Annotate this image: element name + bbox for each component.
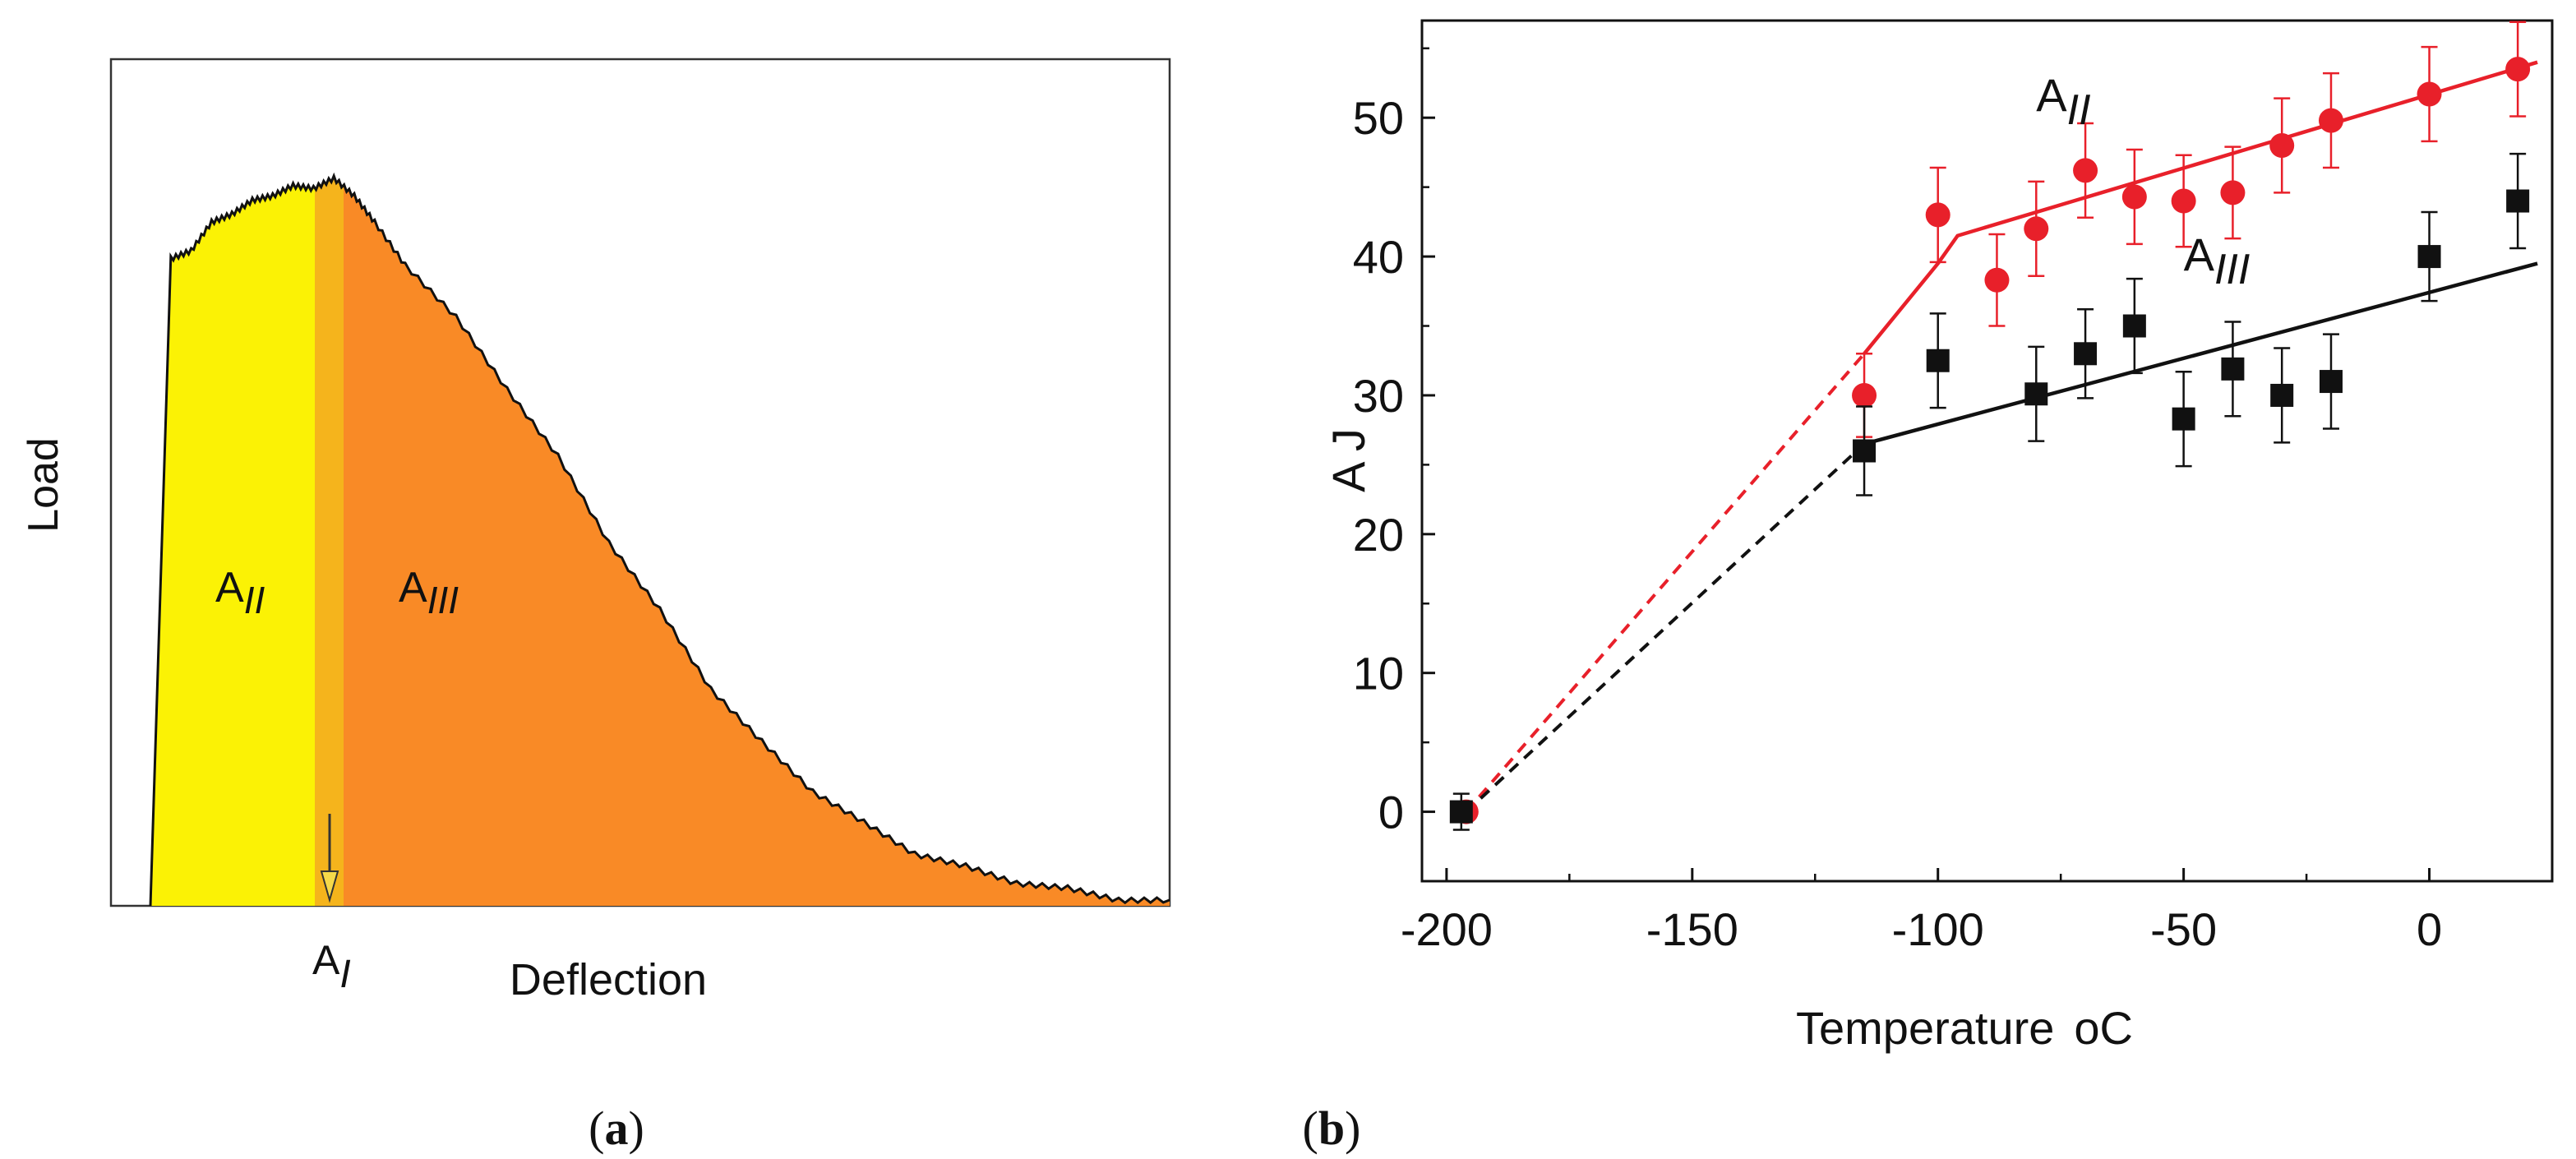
x-axis-label: Temperature oC (1796, 1002, 2133, 1054)
a_ii-point (1984, 267, 2010, 293)
y-tick-label: 40 (1353, 231, 1404, 283)
x-tick-label: -100 (1892, 903, 1984, 955)
x-tick-label: -200 (1401, 903, 1493, 955)
fit-lines (1465, 60, 2538, 814)
a_ii-point (2269, 132, 2295, 158)
a_iii-point (2319, 370, 2343, 394)
a_ii-point (1925, 202, 1950, 228)
label-a-i: AI (312, 937, 351, 996)
a-i-arrow (320, 814, 339, 903)
data-points (1449, 21, 2531, 831)
a_iii-point (2221, 357, 2245, 381)
panel-b: -200 -150 -100 -50 0 0 10 20 30 40 50 AII AIII A J … (1282, 0, 2576, 1159)
x-tick-label: -150 (1646, 903, 1738, 955)
label-a_ii: AII (2036, 69, 2090, 134)
a_iii-point (2270, 383, 2294, 407)
region-a-i (315, 175, 344, 906)
a_ii-point (2073, 158, 2098, 183)
x-axis-label: Deflection (510, 955, 707, 1004)
a_iii-point (1926, 349, 1950, 372)
caption-a: (a) (589, 1101, 644, 1155)
label-a-iii: AIII (399, 564, 459, 621)
y-tick-label: 30 (1353, 370, 1404, 422)
series-labels: AII AIII (2036, 69, 2250, 293)
tick-group: -200 -150 -100 -50 0 0 10 20 30 40 50 (1353, 47, 2442, 955)
y-axis-label: A J (1323, 428, 1374, 492)
a_iii-point (2417, 245, 2441, 269)
load-deflection-chart: Load Deflection AII AIII AI (a) (20, 58, 1171, 1155)
y-tick-label: 20 (1353, 509, 1404, 561)
label-a-ii: AII (215, 564, 265, 621)
x-tick-label: -50 (2150, 903, 2217, 955)
region-a-iii (344, 184, 1170, 906)
a_iii-point (2074, 342, 2098, 366)
panel-a: Load Deflection AII AIII AI (a) (0, 0, 1233, 1159)
a_ii-point (2417, 81, 2442, 107)
a_ii-point (2318, 108, 2343, 133)
a_ii-point (2171, 188, 2196, 214)
a_iii-point (2024, 382, 2048, 406)
a_iii-point (1449, 800, 1473, 824)
caption-b: (b) (1303, 1101, 1361, 1155)
a_iii-point (1853, 439, 1877, 463)
a_ii-point (1852, 382, 1877, 408)
a_ii-point (2121, 184, 2147, 210)
a_ii-fit-dashed (1465, 352, 1866, 813)
y-tick-label: 10 (1353, 648, 1404, 700)
a_ii-point (2505, 57, 2531, 82)
y-tick-label: 50 (1353, 92, 1404, 144)
plot-frame-b (1420, 19, 2554, 883)
x-tick-label: 0 (2417, 903, 2442, 955)
region-a-ii (150, 182, 315, 907)
a_iii-point (2122, 314, 2146, 338)
a_iii-point (2172, 407, 2195, 431)
load-curve (149, 172, 1170, 907)
label-a_iii: AIII (2184, 229, 2251, 293)
a_ii-point (2024, 216, 2049, 242)
y-tick-label: 0 (1378, 787, 1404, 838)
y-axis-label: Load (20, 437, 67, 533)
a_ii-point (2220, 180, 2246, 205)
a_ii-fit-solid (1863, 60, 2538, 355)
a_iii-point (2506, 189, 2530, 213)
a_iii-fit-dashed (1465, 442, 1866, 814)
a_iii-fit-solid (1863, 261, 2538, 446)
